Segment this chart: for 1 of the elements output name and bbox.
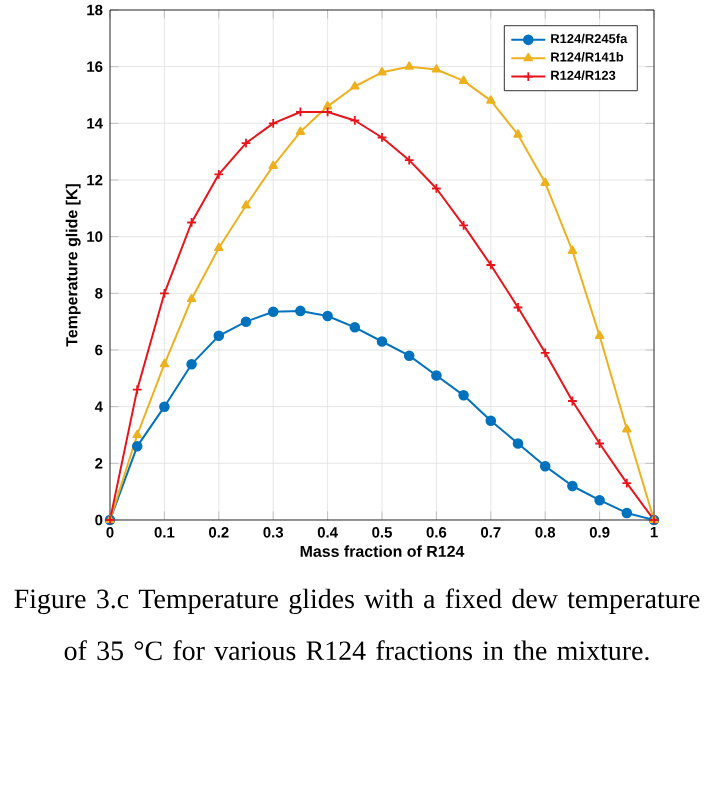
caption: Figure 3.c Temperature glides with a fixed dew temperature of 35 °C for various R124 fractions in the mixture. [14,588,700,661]
